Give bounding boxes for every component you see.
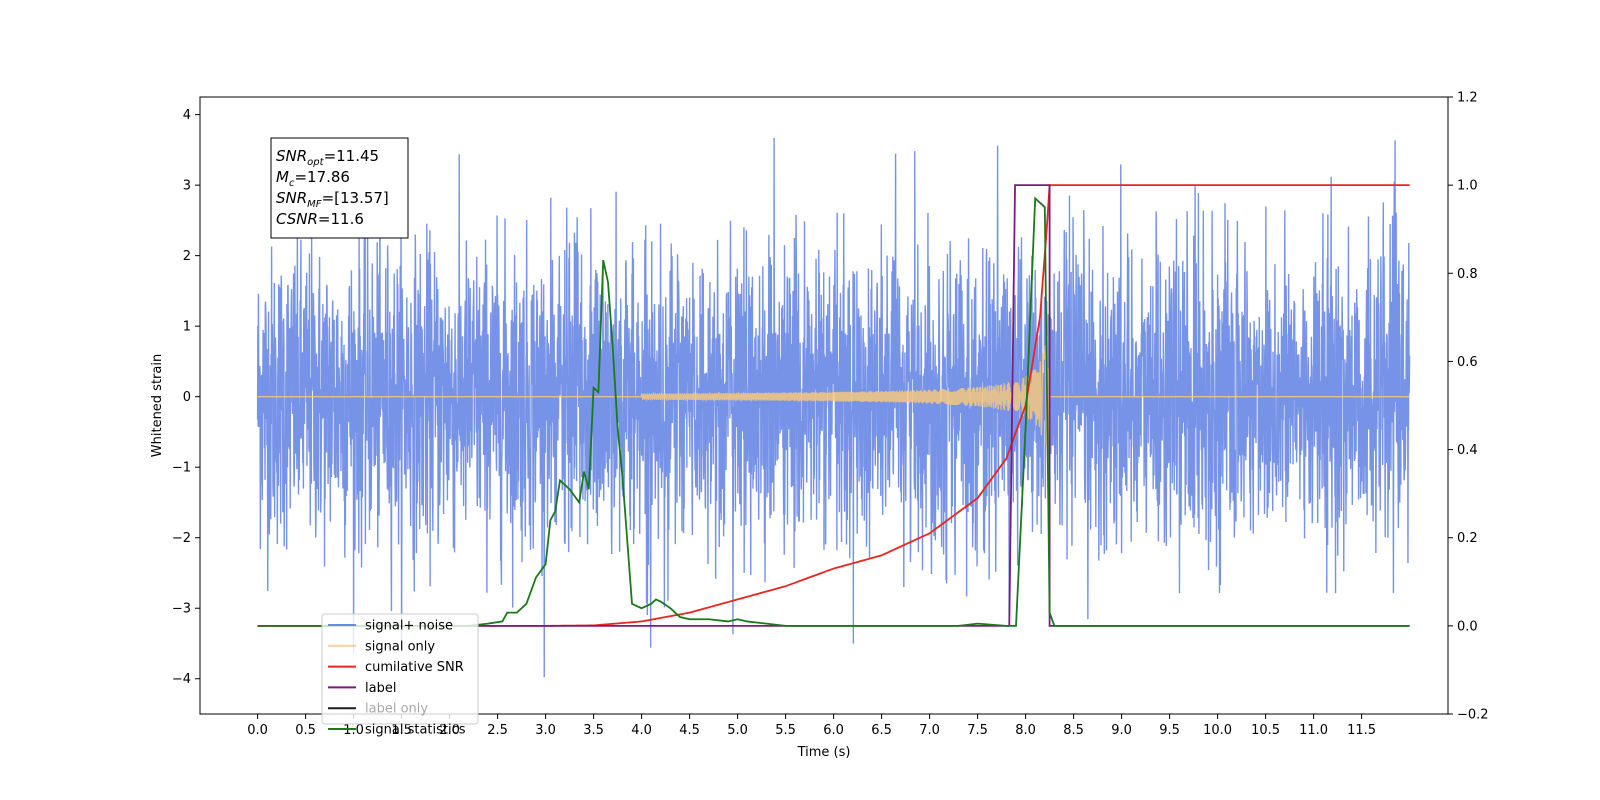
x-axis-label: Time (s) — [797, 745, 851, 760]
series-signal-statistics-line — [257, 196, 1410, 627]
y2-tick-label: 0.8 — [1457, 267, 1478, 282]
x-tick-label: 5.0 — [727, 723, 748, 738]
y2-tick-label: 1.2 — [1457, 91, 1478, 106]
x-tick-label: 11.5 — [1347, 723, 1376, 738]
y-tick-label: −3 — [172, 602, 191, 617]
x-tick-label: 0.0 — [247, 723, 268, 738]
x-tick-label: 8.5 — [1063, 723, 1084, 738]
x-tick-label: 10.0 — [1203, 723, 1232, 738]
series-signal-only-line — [257, 313, 1410, 465]
legend-label: label only — [365, 702, 428, 717]
x-tick-label: 0.5 — [295, 723, 316, 738]
info-line: SNRopt=11.45 — [276, 147, 379, 168]
x-tick-label: 4.0 — [631, 723, 652, 738]
x-tick-label: 7.5 — [967, 723, 988, 738]
info-line: CSNR=11.6 — [276, 210, 364, 228]
legend-label: cumilative SNR — [365, 660, 464, 675]
info-box — [270, 137, 409, 239]
legend-box — [321, 613, 479, 725]
y-tick-label: 0 — [183, 390, 191, 405]
x-tick-label: 7.0 — [919, 723, 940, 738]
x-tick-label: 10.5 — [1251, 723, 1280, 738]
legend-label: label — [365, 681, 396, 696]
y2-tick-label: 0.4 — [1457, 443, 1478, 458]
y-tick-label: 3 — [183, 179, 191, 194]
y2-tick-label: 0.2 — [1457, 531, 1478, 546]
x-tick-label: 11.0 — [1299, 723, 1328, 738]
x-tick-label: 6.5 — [871, 723, 892, 738]
y-tick-label: 2 — [183, 249, 191, 264]
x-tick-label: 2.5 — [487, 723, 508, 738]
series-signal-noise-line — [256, 137, 1411, 678]
info-line: Mc=17.86 — [276, 168, 350, 189]
x-tick-label: 2.0 — [439, 723, 460, 738]
legend-label: signal statistics — [365, 723, 466, 738]
x-tick-label: 3.5 — [583, 723, 604, 738]
y-tick-label: 1 — [183, 320, 191, 335]
y-tick-label: −1 — [172, 461, 191, 476]
x-tick-label: 4.5 — [679, 723, 700, 738]
y2-tick-label: 1.0 — [1457, 179, 1478, 194]
x-tick-label: 1.0 — [343, 723, 364, 738]
info-line: SNRMF=[13.57] — [276, 189, 389, 210]
legend-label: signal+ noise — [365, 619, 453, 634]
legend-label: signal only — [365, 639, 435, 654]
y-tick-label: −4 — [172, 672, 191, 687]
x-tick-label: 1.5 — [391, 723, 412, 738]
x-tick-label: 3.0 — [535, 723, 556, 738]
x-tick-label: 6.0 — [823, 723, 844, 738]
y2-tick-label: 0.0 — [1457, 619, 1478, 634]
y2-tick-label: −0.2 — [1457, 708, 1489, 723]
y2-tick-label: 0.6 — [1457, 355, 1478, 370]
plot-frame — [199, 96, 1449, 715]
y-tick-label: −2 — [172, 531, 191, 546]
x-tick-label: 9.5 — [1159, 723, 1180, 738]
y-axis-label: Whitened strain — [150, 354, 165, 457]
x-tick-label: 9.0 — [1111, 723, 1132, 738]
series-cumulative-snr-line — [257, 184, 1410, 627]
x-tick-label: 5.5 — [775, 723, 796, 738]
y-tick-label: 4 — [183, 108, 191, 123]
x-tick-label: 8.0 — [1015, 723, 1036, 738]
